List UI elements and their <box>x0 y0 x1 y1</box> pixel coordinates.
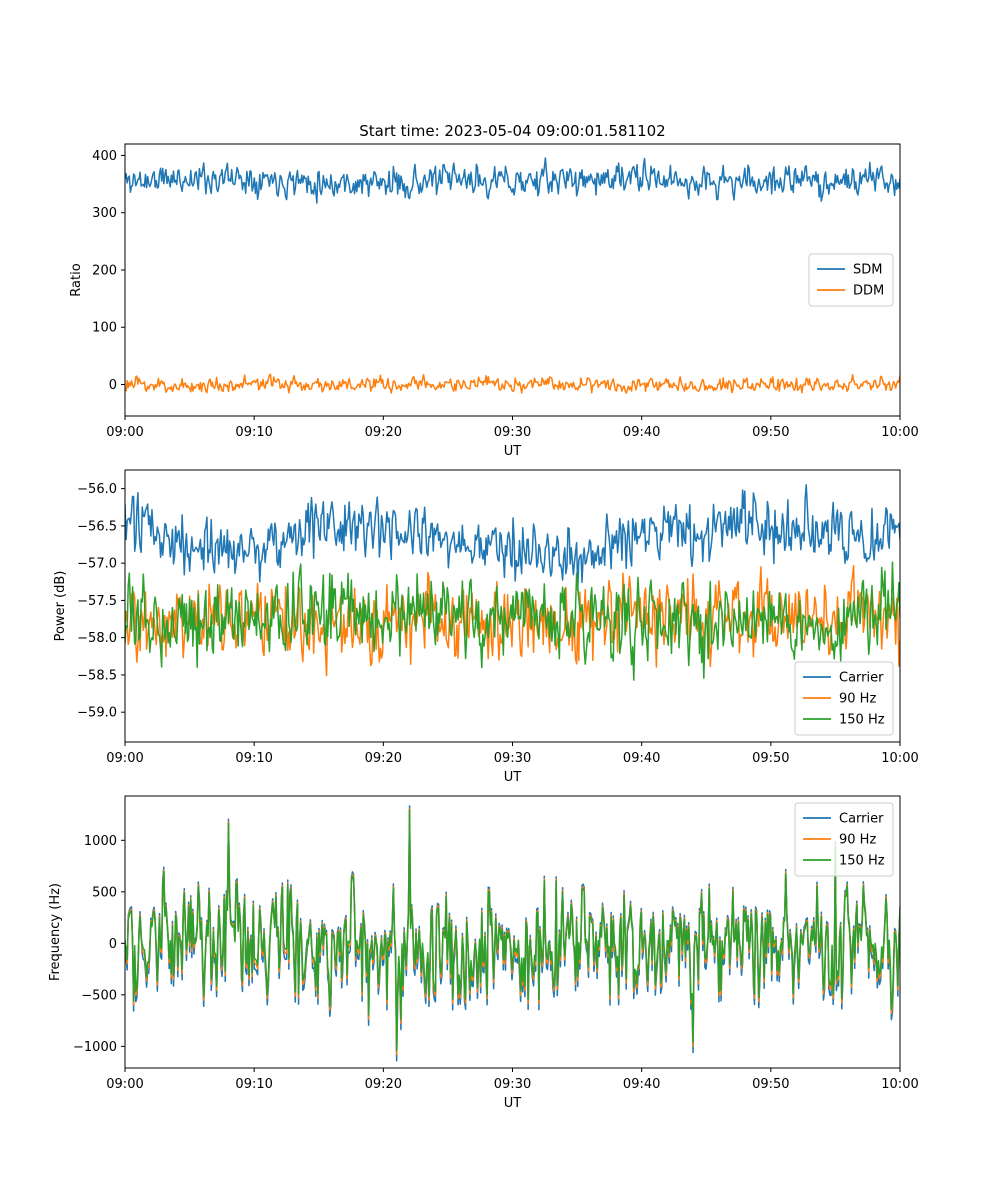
series-line-150-hz <box>125 561 900 681</box>
y-tick-label: −56.5 <box>77 519 117 534</box>
series-line-150-hz <box>125 809 900 1052</box>
y-tick-label: 500 <box>92 885 117 900</box>
power-y-axis-label: Power (dB) <box>53 571 68 642</box>
y-tick-label: 300 <box>92 206 117 221</box>
series-line-carrier <box>125 484 900 591</box>
y-tick-label: −59.0 <box>77 706 117 721</box>
x-tick-label: 09:40 <box>623 1077 660 1092</box>
x-tick-label: 10:00 <box>881 425 918 440</box>
figure-title: Start time: 2023-05-04 09:00:01.581102 <box>359 122 665 140</box>
series-line-90-hz <box>125 564 900 677</box>
legend-box <box>794 802 894 877</box>
ratio-x-ticks: 09:00 09:10 09:20 09:30 09:40 09:50 10:00 <box>106 416 919 440</box>
y-tick-label: 0 <box>109 937 117 952</box>
y-tick-label: −58.0 <box>77 631 117 646</box>
x-tick-label: 09:30 <box>494 425 531 440</box>
power-legend: Carrier 90 Hz 150 Hz <box>794 661 894 736</box>
legend-label: 150 Hz <box>839 713 885 728</box>
x-tick-label: 09:00 <box>106 1077 143 1092</box>
x-tick-label: 09:00 <box>106 425 143 440</box>
frequency-x-ticks: 09:00 09:10 09:20 09:30 09:40 09:50 10:00 <box>106 1068 919 1092</box>
x-tick-label: 09:10 <box>235 425 272 440</box>
legend-box <box>808 253 894 307</box>
x-tick-label: 09:20 <box>365 425 402 440</box>
x-tick-label: 09:50 <box>752 425 789 440</box>
series-line-ddm <box>125 373 900 394</box>
power-series-lines <box>125 484 900 681</box>
series-line-sdm <box>125 157 900 204</box>
y-tick-label: 400 <box>92 149 117 164</box>
x-tick-label: 09:30 <box>494 751 531 766</box>
x-tick-label: 09:40 <box>623 425 660 440</box>
y-tick-label: −58.5 <box>77 668 117 683</box>
frequency-y-ticks: 1000 500 0 −500 −1000 <box>73 834 125 1055</box>
x-tick-label: 09:30 <box>494 1077 531 1092</box>
legend-box <box>794 661 894 736</box>
legend-label: SDM <box>853 263 882 278</box>
legend-label: Carrier <box>839 812 884 827</box>
x-tick-label: 09:50 <box>752 1077 789 1092</box>
legend-label: DDM <box>853 284 884 299</box>
x-tick-label: 09:20 <box>365 1077 402 1092</box>
power-panel: 09:00 09:10 09:20 09:30 09:40 09:50 10:00 −56.… <box>53 469 919 785</box>
y-tick-label: 200 <box>92 263 117 278</box>
x-tick-label: 10:00 <box>881 1077 918 1092</box>
legend-label: Carrier <box>839 671 884 686</box>
legend-label: 150 Hz <box>839 854 885 869</box>
y-tick-label: 0 <box>109 378 117 393</box>
ratio-panel: 09:00 09:10 09:20 09:30 09:40 09:50 10:00 0 100… <box>69 143 919 459</box>
frequency-panel: 09:00 09:10 09:20 09:30 09:40 09:50 10:00 1000… <box>48 795 919 1111</box>
x-tick-label: 09:00 <box>106 751 143 766</box>
legend-label: 90 Hz <box>839 692 876 707</box>
legend-label: 90 Hz <box>839 833 876 848</box>
x-tick-label: 10:00 <box>881 751 918 766</box>
frequency-y-axis-label: Frequency (Hz) <box>48 883 63 981</box>
frequency-x-axis-label: UT <box>504 1096 522 1111</box>
y-tick-label: −56.0 <box>77 482 117 497</box>
ratio-legend: SDM DDM <box>808 253 894 307</box>
x-tick-label: 09:40 <box>623 751 660 766</box>
ratio-y-axis-label: Ratio <box>69 263 84 296</box>
power-x-ticks: 09:00 09:10 09:20 09:30 09:40 09:50 10:00 <box>106 742 919 766</box>
x-tick-label: 09:50 <box>752 751 789 766</box>
ratio-y-ticks: 0 100 200 300 400 <box>92 149 125 393</box>
y-tick-label: −57.5 <box>77 594 117 609</box>
y-tick-label: 100 <box>92 321 117 336</box>
frequency-series-lines <box>125 805 900 1062</box>
y-tick-label: 1000 <box>84 834 117 849</box>
power-y-ticks: −56.0 −56.5 −57.0 −57.5 −58.0 −58.5 −59.0 <box>77 482 125 721</box>
x-tick-label: 09:10 <box>235 1077 272 1092</box>
frequency-legend: Carrier 90 Hz 150 Hz <box>794 802 894 877</box>
ratio-series-lines <box>125 157 900 394</box>
ratio-x-axis-label: UT <box>504 444 522 459</box>
y-tick-label: −1000 <box>73 1040 117 1055</box>
x-tick-label: 09:20 <box>365 751 402 766</box>
power-x-axis-label: UT <box>504 770 522 785</box>
x-tick-label: 09:10 <box>235 751 272 766</box>
y-tick-label: −500 <box>81 988 117 1003</box>
y-tick-label: −57.0 <box>77 557 117 572</box>
